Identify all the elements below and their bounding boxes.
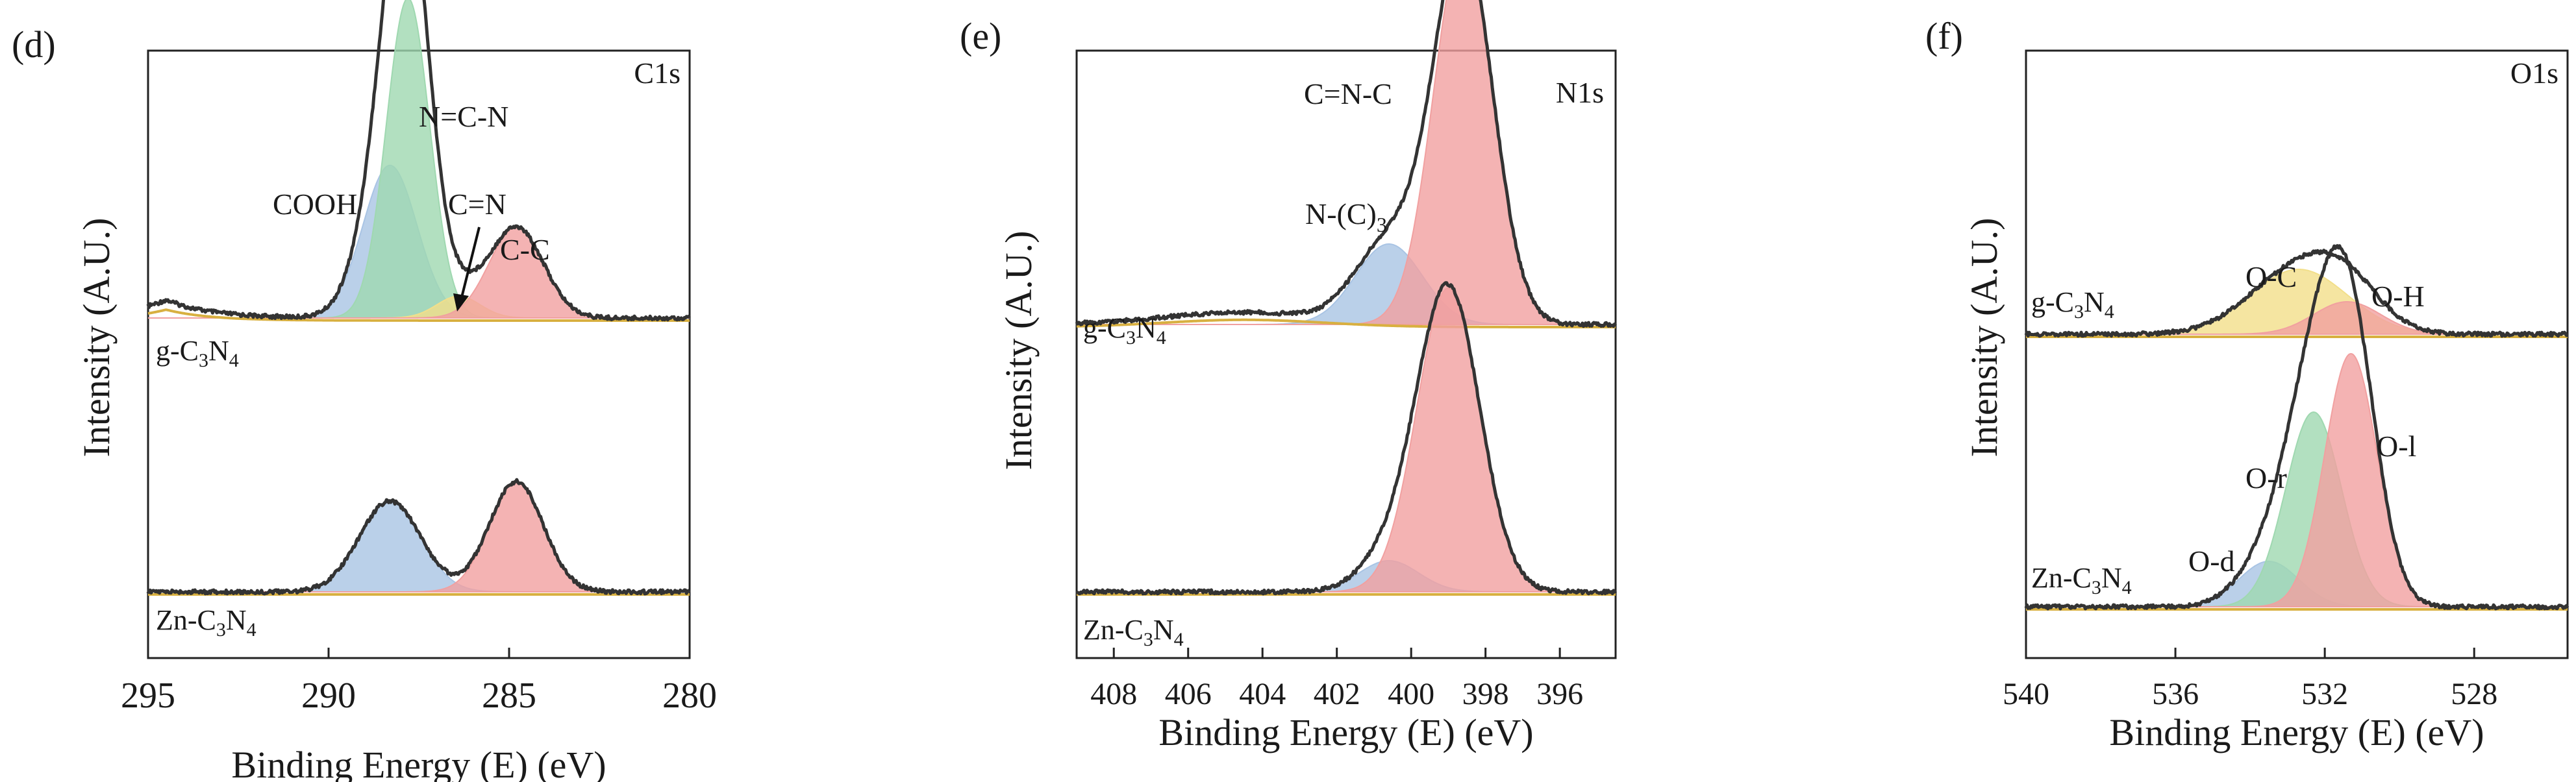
annotation-ol: O-l — [2377, 430, 2416, 463]
annotation-cc: C-C — [500, 233, 550, 266]
corner-label: O1s — [2510, 56, 2558, 90]
annotation-od: O-d — [2188, 544, 2235, 578]
x-tick-label: 402 — [1314, 677, 1360, 711]
sample-label-part: 4 — [1157, 327, 1166, 348]
annotation-ncn: N=C-N — [419, 100, 508, 133]
sample-label: Zn-C3N4 — [2031, 562, 2132, 598]
sample-label-part: 3 — [2092, 577, 2101, 598]
arrow-line — [460, 226, 481, 300]
x-ticks: 295 290 285 280 — [121, 648, 717, 716]
fit-component — [148, 500, 690, 593]
sample-label-part: N — [226, 604, 247, 636]
ylabel: Intensity (A.U.) — [997, 231, 1040, 470]
x-tick-label: 285 — [482, 676, 536, 716]
sample-label: Zn-C3N4 — [156, 604, 256, 641]
x-tick-label: 396 — [1536, 677, 1583, 711]
plot-frame — [1075, 49, 1617, 659]
sample-label-part: N — [1153, 614, 1174, 646]
x-tick-label: 404 — [1239, 677, 1286, 711]
annotation-or: O-r — [2245, 461, 2287, 495]
x-tick-label: 400 — [1388, 677, 1434, 711]
annotation-oh: O-H — [2371, 280, 2425, 313]
x-tick-label: 536 — [2152, 677, 2199, 711]
sample-label-part: Zn-C — [156, 604, 216, 636]
sample-label: g-C3N4 — [1083, 312, 1166, 348]
measured-curve — [146, 478, 691, 596]
measured-curve — [2024, 249, 2569, 338]
sample-label-part: g-C — [156, 335, 199, 367]
x-tick-label: 408 — [1090, 677, 1137, 711]
x-ticks: 540 536 532 528 — [2003, 648, 2497, 711]
annotation-nc3-subscript: 3 — [1377, 213, 1387, 236]
ylabel: Intensity (A.U.) — [75, 218, 118, 458]
sample-label-part: 3 — [199, 350, 208, 371]
x-tick-label: 295 — [121, 676, 175, 716]
sample-label-part: Zn-C — [1083, 614, 1144, 646]
sample-label-part: g-C — [1083, 312, 1126, 344]
background-line — [1077, 318, 1616, 328]
sample-label-part: N — [2084, 286, 2105, 318]
corner-label: N1s — [1556, 76, 1604, 109]
sample-label-part: N — [2101, 562, 2122, 594]
background-line — [147, 308, 690, 322]
sample-label-part: N — [208, 335, 229, 367]
plot-frame — [2025, 49, 2569, 659]
x-ticks: 408 406 404 402 400 398 396 — [1090, 648, 1583, 711]
measured-curve — [146, 0, 692, 322]
x-tick-label: 540 — [2003, 677, 2049, 711]
panel-label: (f) — [1925, 15, 1963, 57]
fit-component — [1077, 0, 1616, 325]
sample-label: g-C3N4 — [156, 335, 239, 371]
x-tick-label: 532 — [2301, 677, 2348, 711]
annotation-ncn-peak: C=N-C — [1304, 77, 1392, 110]
sample-label-part: 4 — [2122, 577, 2132, 598]
sample-label-part: g-C — [2031, 286, 2074, 318]
measured-curve — [1075, 281, 1618, 596]
fit-component — [148, 0, 690, 319]
sample-label: Zn-C3N4 — [1083, 614, 1184, 650]
xlabel: Binding Energy (E) (eV) — [1158, 711, 1533, 753]
sample-label-part: N — [1136, 312, 1157, 344]
corner-label: C1s — [634, 56, 681, 90]
sample-label-part: 3 — [1144, 629, 1153, 650]
sample-label-part: 4 — [247, 619, 256, 641]
annotation-cn: C=N — [448, 188, 506, 221]
arrow-head — [453, 293, 469, 312]
x-tick-label: 406 — [1165, 677, 1212, 711]
sample-label-part: 4 — [1174, 629, 1184, 650]
annotation-oc: O-C — [2245, 260, 2297, 293]
xlabel: Binding Energy (E) (eV) — [2109, 711, 2484, 753]
annotation-cooh: COOH — [273, 188, 357, 221]
panel-label: (d) — [12, 23, 56, 66]
x-tick-label: 528 — [2451, 677, 2497, 711]
x-tick-label: 398 — [1462, 677, 1509, 711]
sample-label-part: 3 — [2074, 301, 2084, 323]
sample-label-part: Zn-C — [2031, 562, 2092, 594]
x-tick-label: 290 — [301, 676, 356, 716]
ylabel: Intensity (A.U.) — [1963, 218, 2005, 458]
sample-label-part: 3 — [1126, 327, 1136, 348]
annotation-nc3: N-(C)3 — [1305, 197, 1387, 236]
measured-curve — [1075, 0, 1618, 328]
sample-label-part: 4 — [229, 350, 239, 371]
sample-label: g-C3N4 — [2031, 286, 2114, 323]
x-tick-label: 280 — [662, 676, 717, 716]
measured-curve — [2024, 244, 2570, 611]
sample-label-part: 4 — [2105, 301, 2114, 323]
xlabel: Binding Energy (E) (eV) — [231, 744, 606, 782]
panel-label: (e) — [960, 15, 1001, 57]
sample-label-part: 3 — [216, 619, 226, 641]
